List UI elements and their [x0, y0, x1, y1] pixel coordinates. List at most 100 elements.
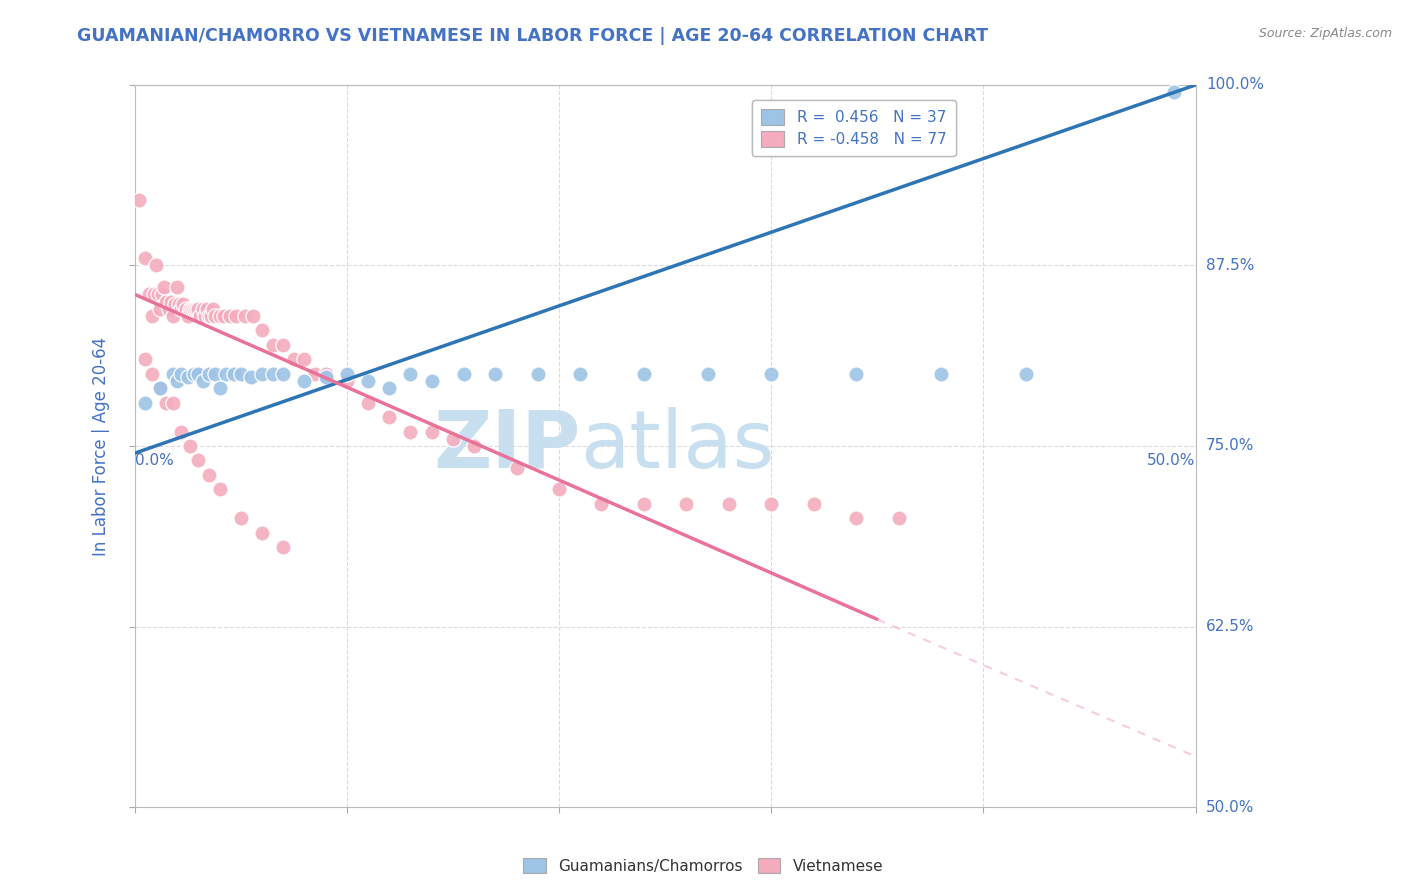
Point	[845, 511, 868, 525]
Point	[224, 367, 246, 381]
Point	[204, 367, 226, 381]
Point	[212, 309, 235, 323]
Legend: R =  0.456   N = 37, R = -0.458   N = 77: R = 0.456 N = 37, R = -0.458 N = 77	[752, 100, 956, 156]
Point	[141, 367, 163, 381]
Point	[191, 374, 214, 388]
Point	[166, 374, 188, 388]
Point	[219, 309, 242, 323]
Text: 50.0%: 50.0%	[1147, 453, 1195, 468]
Point	[453, 367, 475, 381]
Point	[134, 395, 156, 409]
Point	[204, 309, 226, 323]
Point	[128, 194, 150, 208]
Text: 62.5%: 62.5%	[1206, 619, 1254, 634]
Point	[420, 374, 443, 388]
Point	[172, 297, 194, 311]
Point	[167, 297, 190, 311]
Point	[202, 301, 225, 316]
Point	[155, 395, 177, 409]
Point	[929, 367, 952, 381]
Point	[155, 294, 177, 309]
Point	[194, 309, 217, 323]
Point	[179, 439, 201, 453]
Point	[200, 309, 222, 323]
Point	[292, 374, 315, 388]
Point	[174, 301, 197, 316]
Point	[225, 309, 247, 323]
Point	[315, 369, 337, 384]
Point	[142, 287, 165, 301]
Point	[283, 352, 305, 367]
Point	[463, 439, 485, 453]
Text: 50.0%: 50.0%	[1206, 799, 1254, 814]
Point	[378, 381, 401, 395]
Point	[271, 367, 294, 381]
Point	[187, 301, 209, 316]
Point	[229, 511, 252, 525]
Point	[591, 497, 613, 511]
Point	[242, 309, 264, 323]
Text: 87.5%: 87.5%	[1206, 258, 1254, 273]
Point	[761, 367, 783, 381]
Point	[183, 301, 205, 316]
Point	[179, 301, 201, 316]
Point	[887, 511, 910, 525]
Point	[162, 395, 184, 409]
Text: Source: ZipAtlas.com: Source: ZipAtlas.com	[1258, 27, 1392, 40]
Point	[191, 301, 214, 316]
Point	[229, 367, 252, 381]
Point	[153, 280, 176, 294]
Text: atlas: atlas	[581, 407, 775, 485]
Text: ZIP: ZIP	[433, 407, 581, 485]
Text: 100.0%: 100.0%	[1206, 78, 1264, 93]
Point	[717, 497, 740, 511]
Point	[357, 395, 380, 409]
Point	[233, 309, 256, 323]
Point	[420, 425, 443, 439]
Point	[271, 540, 294, 554]
Point	[150, 287, 173, 301]
Point	[505, 460, 527, 475]
Point	[195, 301, 218, 316]
Point	[198, 467, 221, 482]
Point	[183, 367, 205, 381]
Point	[190, 309, 212, 323]
Point	[250, 323, 273, 337]
Point	[145, 259, 167, 273]
Point	[696, 367, 718, 381]
Legend: Guamanians/Chamorros, Vietnamese: Guamanians/Chamorros, Vietnamese	[516, 852, 890, 880]
Point	[149, 301, 172, 316]
Point	[1015, 367, 1038, 381]
Point	[159, 294, 181, 309]
Point	[399, 425, 422, 439]
Point	[157, 301, 180, 316]
Y-axis label: In Labor Force | Age 20-64: In Labor Force | Age 20-64	[93, 336, 110, 556]
Point	[675, 497, 697, 511]
Point	[357, 374, 380, 388]
Point	[526, 367, 548, 381]
Point	[292, 352, 315, 367]
Point	[441, 432, 464, 446]
Point	[170, 301, 193, 316]
Point	[176, 369, 198, 384]
Point	[1163, 85, 1185, 99]
Point	[162, 367, 184, 381]
Point	[215, 367, 238, 381]
Point	[250, 525, 273, 540]
Point	[633, 497, 655, 511]
Point	[176, 309, 198, 323]
Point	[198, 309, 221, 323]
Point	[187, 453, 209, 467]
Point	[162, 309, 184, 323]
Point	[845, 367, 868, 381]
Point	[271, 338, 294, 352]
Point	[569, 367, 592, 381]
Point	[198, 367, 221, 381]
Point	[761, 497, 783, 511]
Point	[250, 367, 273, 381]
Point	[149, 381, 172, 395]
Point	[163, 297, 186, 311]
Point	[262, 338, 284, 352]
Text: GUAMANIAN/CHAMORRO VS VIETNAMESE IN LABOR FORCE | AGE 20-64 CORRELATION CHART: GUAMANIAN/CHAMORRO VS VIETNAMESE IN LABO…	[77, 27, 988, 45]
Point	[378, 410, 401, 425]
